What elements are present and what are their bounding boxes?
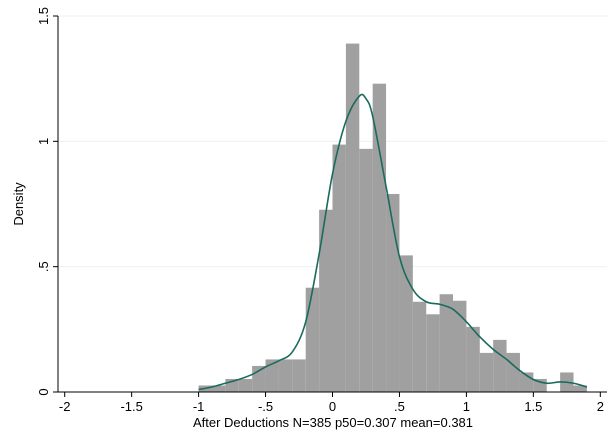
x-tick-label: 0 [329, 399, 336, 414]
density-curve [198, 93, 588, 391]
histogram-bar [238, 378, 253, 392]
histogram-bar [211, 385, 226, 392]
histogram-bar [265, 359, 279, 392]
y-tick-label: 1.5 [36, 7, 51, 25]
histogram-bar [412, 301, 427, 392]
x-tick-label: .5 [394, 399, 405, 414]
x-tick-label: -.5 [258, 399, 273, 414]
histogram-bar [332, 144, 346, 392]
histogram-bar [493, 339, 507, 392]
density-curve-layer [198, 93, 588, 391]
x-tick-label: 1 [463, 399, 470, 414]
histogram-bar [292, 359, 306, 392]
histogram-bar [359, 148, 373, 392]
y-tick-label: 1 [36, 138, 51, 145]
histogram-bar [453, 300, 467, 392]
histogram-bar [372, 83, 387, 393]
y-axis-title: Density [11, 182, 26, 226]
x-tick-label: -2 [59, 399, 71, 414]
x-tick-label: 2 [597, 399, 604, 414]
histogram-bar [278, 359, 293, 392]
axis-ticks: -2 -1.5 -1 -.5 0 .5 1 1.5 2 0 .5 1 1.5 [36, 7, 604, 414]
histogram-bar [466, 326, 480, 392]
x-tick-label: -1.5 [120, 399, 142, 414]
x-tick-label: -1 [193, 399, 205, 414]
histogram-bar [426, 314, 440, 392]
histogram-bar [573, 385, 587, 392]
histogram-bar [305, 287, 320, 392]
histogram-bar [345, 43, 360, 392]
y-tick-label: 0 [36, 388, 51, 395]
histogram-bars [198, 43, 587, 393]
x-tick-label: 1.5 [524, 399, 542, 414]
histogram-bar [506, 352, 520, 392]
x-axis-title: After Deductions N=385 p50=0.307 mean=0.… [193, 415, 473, 430]
histogram-bar [439, 294, 454, 392]
histogram-bar [319, 209, 333, 392]
histogram-bar [399, 255, 413, 392]
histogram-bar [479, 352, 494, 392]
y-tick-label: .5 [36, 261, 51, 272]
